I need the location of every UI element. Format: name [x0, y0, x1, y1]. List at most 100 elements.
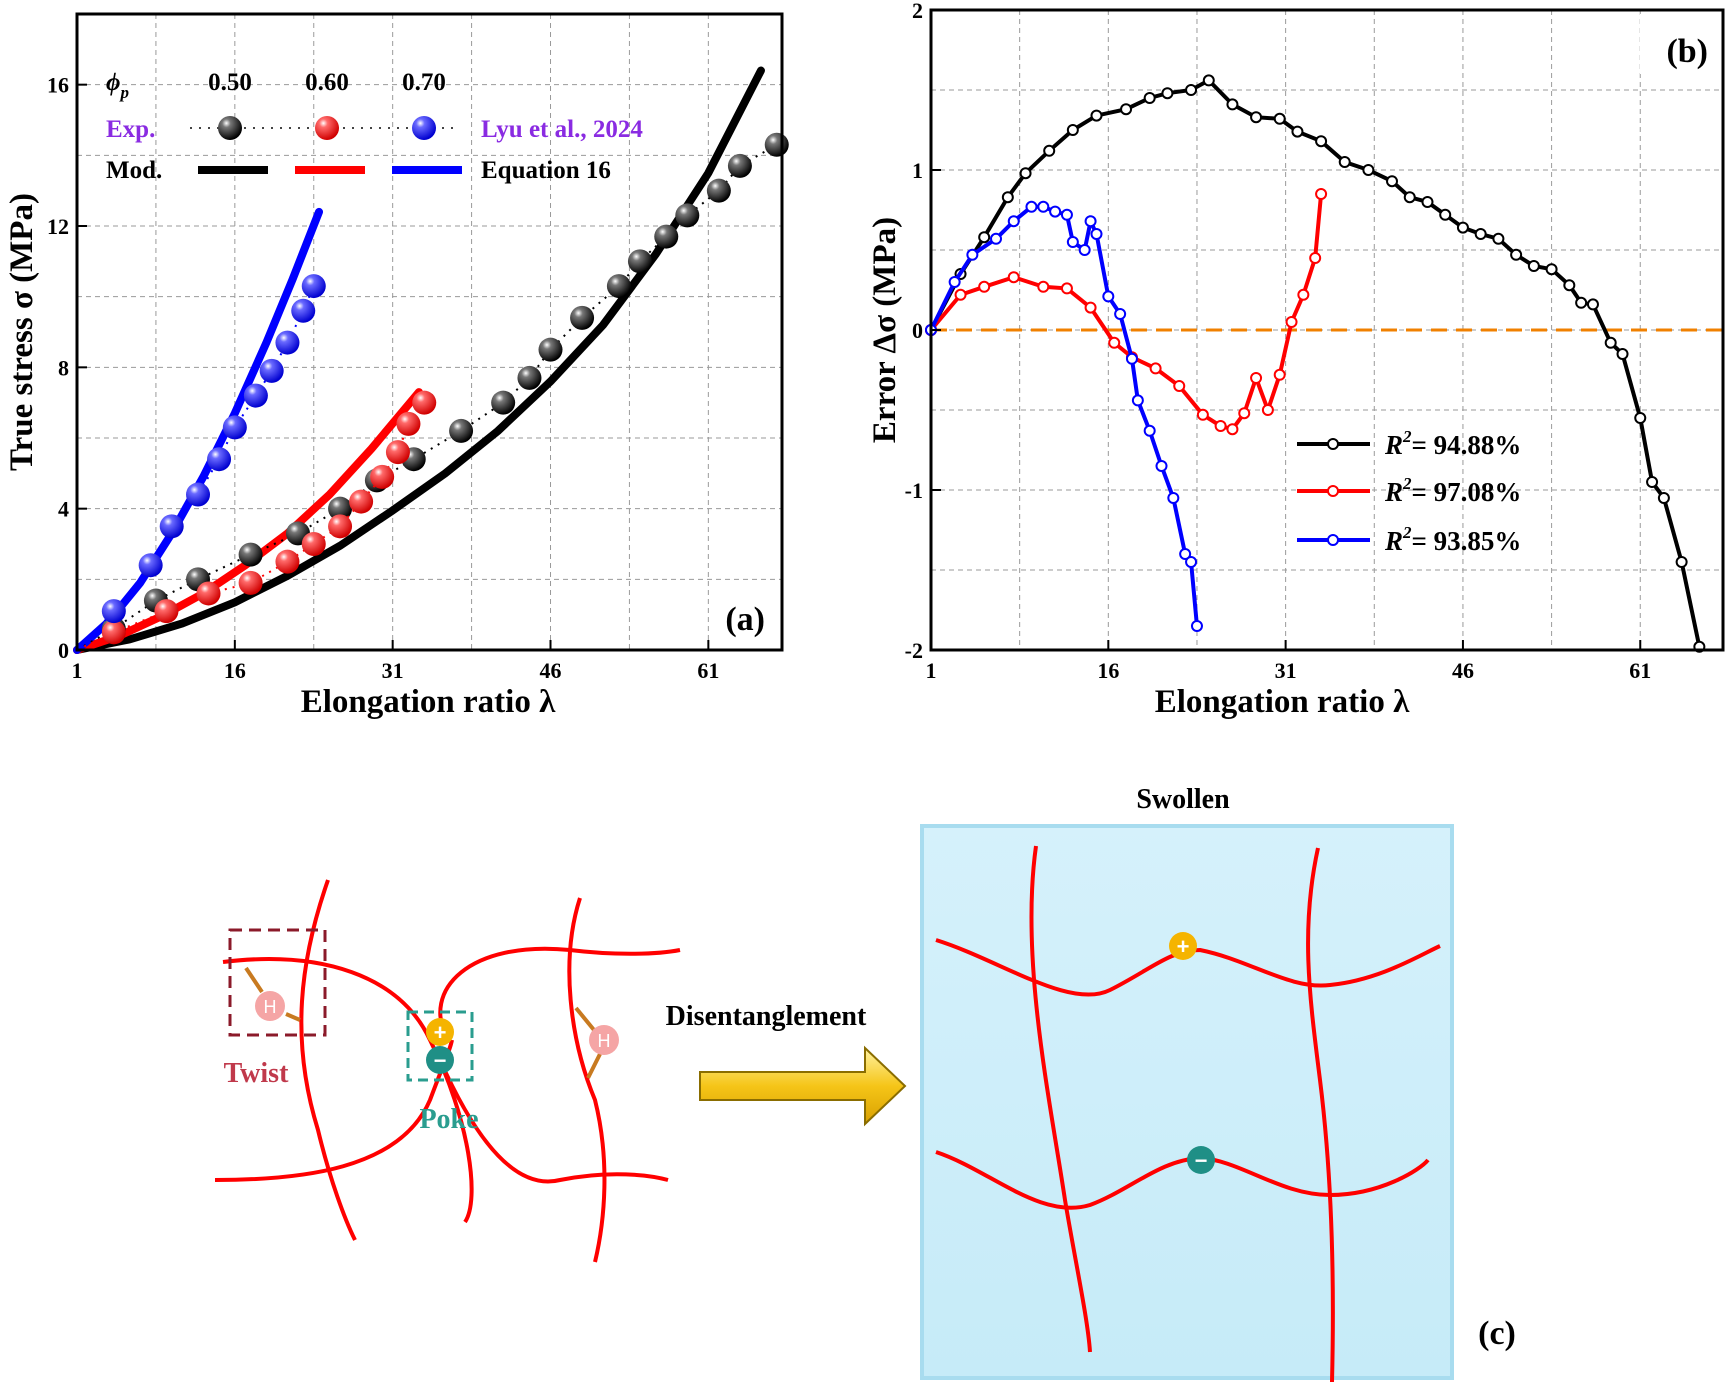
panel-label-c: (c) — [1478, 1315, 1516, 1352]
error-series-b — [925, 74, 1706, 653]
y-axis-label-a: True stress σ (MPa) — [4, 193, 40, 471]
error-point — [1007, 215, 1020, 228]
error-point — [1634, 412, 1647, 424]
error-point — [1173, 380, 1186, 392]
legend-exp-source: Lyu et al., 2024 — [481, 116, 643, 143]
exp-connector-2 — [76, 285, 315, 651]
error-line-1 — [929, 193, 1324, 432]
exp-point — [154, 599, 179, 624]
exp-point — [727, 153, 752, 178]
error-point — [978, 280, 991, 293]
error-point — [1474, 228, 1487, 240]
plus-glyph-right: + — [1177, 934, 1190, 959]
error-point — [1202, 74, 1215, 87]
hydrogen-label-left: H — [264, 997, 277, 1017]
exp-points-a — [76, 132, 789, 651]
error-point — [1297, 288, 1310, 301]
hydrogen-label-right: H — [598, 1031, 611, 1051]
error-point — [1043, 144, 1056, 157]
exp-point — [570, 305, 595, 330]
error-point — [1001, 191, 1014, 204]
error-point — [1226, 423, 1239, 436]
error-point — [1675, 556, 1688, 568]
swollen-box — [920, 824, 1454, 1380]
plus-charge-icon-left — [426, 1018, 454, 1046]
exp-point — [275, 549, 300, 574]
error-point — [978, 231, 991, 244]
minus-charge-icon-left — [426, 1046, 454, 1074]
exp-point — [186, 482, 211, 507]
y-tick-label: 12 — [47, 214, 69, 239]
x-tick-label: 16 — [224, 658, 246, 683]
x-tick-label: 46 — [1452, 658, 1474, 683]
error-point — [1131, 394, 1144, 407]
legend-marker-blue — [1327, 534, 1339, 546]
poke-label: Poke — [419, 1104, 478, 1135]
legend-a: ϕp 0.50 0.60 0.70 Exp. Lyu et al., 2024 … — [106, 69, 643, 184]
error-point — [1439, 208, 1452, 221]
swollen-title: Swollen — [1136, 784, 1230, 815]
error-point — [1285, 316, 1298, 328]
exp-point — [706, 178, 731, 203]
error-point — [1066, 236, 1079, 248]
exp-point — [370, 464, 395, 489]
x-tick-label: 1 — [926, 658, 937, 683]
h-bond-stub-2 — [285, 1012, 301, 1022]
x-tick-label: 31 — [1275, 658, 1297, 683]
error-point — [1456, 221, 1469, 234]
chain-bottom-right — [438, 1059, 669, 1184]
exp-point — [196, 581, 221, 606]
x-tick-label: 61 — [697, 658, 719, 683]
plus-glyph-left: + — [434, 1020, 447, 1045]
model-curve-0 — [73, 66, 765, 654]
exp-point — [328, 514, 353, 539]
h-bond-stub-1 — [244, 966, 264, 994]
error-point — [1025, 200, 1038, 213]
error-point — [1084, 215, 1097, 228]
error-point — [1250, 372, 1263, 384]
error-point — [1196, 408, 1209, 421]
chain-right-vertical — [567, 897, 607, 1263]
error-point — [1007, 271, 1020, 284]
y-axis-label-b: Error Δσ (MPa) — [867, 217, 903, 443]
legend-marker-red — [1327, 485, 1339, 497]
disentanglement-arrow-icon — [699, 1045, 907, 1127]
legend-label-black: R2= 94.88% — [1384, 427, 1521, 460]
legend-phi-value-2: 0.70 — [402, 69, 446, 96]
error-point — [1125, 352, 1138, 365]
error-point — [1019, 167, 1032, 180]
x-tick-label: 31 — [382, 658, 404, 683]
error-point — [1338, 156, 1351, 168]
error-point — [1090, 228, 1103, 240]
legend-exp-marker-blue — [412, 116, 436, 140]
error-point — [1049, 205, 1062, 218]
exp-point — [138, 553, 163, 578]
error-point — [1386, 175, 1399, 188]
error-point — [1273, 368, 1286, 381]
exp-point — [538, 337, 563, 362]
error-point — [1616, 348, 1629, 360]
error-point — [1604, 336, 1617, 349]
error-point — [1120, 103, 1133, 116]
error-point — [1362, 164, 1375, 176]
error-point — [1563, 279, 1576, 292]
x-tick-label: 61 — [1629, 658, 1651, 683]
exp-point — [491, 390, 516, 415]
exp-point — [243, 383, 268, 408]
x-axis-label-a: Elongation ratio λ — [301, 684, 556, 720]
error-point — [1084, 301, 1097, 314]
y-tick-label: 2 — [912, 0, 923, 23]
error-point — [1403, 191, 1416, 204]
error-point — [1291, 125, 1304, 138]
exp-point — [627, 249, 652, 274]
error-point — [1185, 84, 1198, 96]
error-point — [1545, 263, 1558, 276]
error-point — [1238, 407, 1251, 420]
error-point — [1102, 290, 1115, 303]
error-point — [1646, 476, 1659, 488]
grid-a — [77, 14, 782, 650]
legend-phi-value-1: 0.60 — [305, 69, 349, 96]
exp-point — [328, 496, 353, 521]
legend-phi-symbol: ϕp — [106, 69, 129, 102]
